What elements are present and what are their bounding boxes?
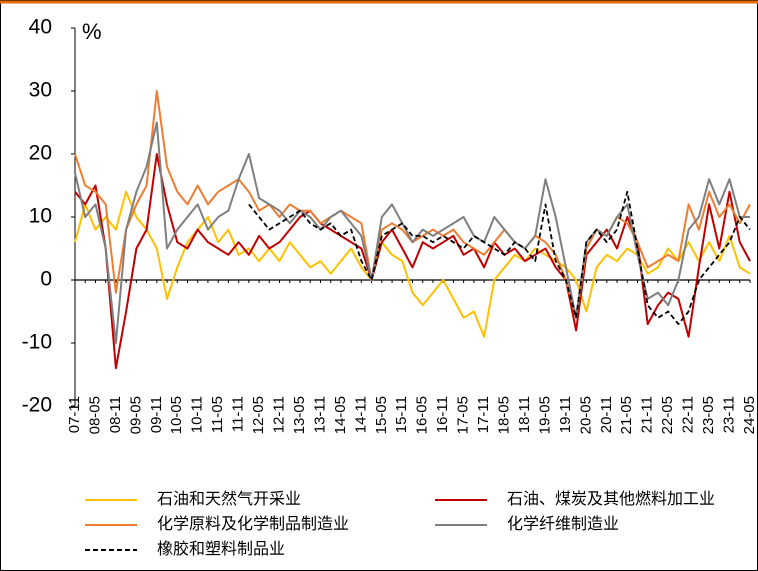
x-tick-label: 20-05 xyxy=(577,396,594,434)
x-tick-label: 14-05 xyxy=(332,396,349,434)
x-tick-label: 15-05 xyxy=(373,396,390,434)
x-tick-label: 18-11 xyxy=(516,396,533,433)
legend-label: 石油和天然气开采业 xyxy=(157,490,301,508)
x-tick-label: 13-11 xyxy=(311,396,328,433)
x-tick-label: 21-11 xyxy=(639,396,656,433)
x-tick-label: 16-05 xyxy=(414,396,431,434)
x-tick-label: 22-11 xyxy=(680,396,697,433)
x-tick-label: 24-05 xyxy=(741,396,758,434)
x-tick-label: 17-05 xyxy=(455,396,472,434)
x-tick-label: 09-11 xyxy=(148,396,165,433)
legend-label: 化学纤维制造业 xyxy=(507,515,619,533)
y-tick-label: 30 xyxy=(29,79,52,102)
x-tick-label: 10-11 xyxy=(189,396,206,433)
x-tick-label: 19-05 xyxy=(536,396,553,434)
x-tick-label: 16-11 xyxy=(434,396,451,433)
x-tick-label: 21-05 xyxy=(618,396,635,434)
x-tick-label: 10-05 xyxy=(168,396,185,434)
legend-label: 石油、煤炭及其他燃料加工业 xyxy=(507,490,715,508)
x-tick-label: 08-11 xyxy=(107,396,124,433)
x-tick-label: 09-05 xyxy=(127,396,144,434)
x-tick-label: 11-11 xyxy=(230,396,247,432)
y-tick-label: 10 xyxy=(29,205,52,228)
x-tick-label: 22-05 xyxy=(659,396,676,434)
x-tick-label: 14-11 xyxy=(352,396,369,433)
series-line xyxy=(248,190,751,325)
y-tick-label: 0 xyxy=(40,268,52,291)
legend-label: 化学原料及化学制品制造业 xyxy=(157,515,349,533)
x-tick-label: 11-05 xyxy=(209,396,226,433)
x-tick-label: 15-11 xyxy=(393,396,410,433)
y-tick-label: -20 xyxy=(22,394,52,417)
x-tick-label: 18-05 xyxy=(496,396,513,434)
x-tick-label: 12-11 xyxy=(271,396,288,433)
x-tick-label: 08-05 xyxy=(86,396,103,434)
x-tick-label: 19-11 xyxy=(557,396,574,433)
x-tick-label: 23-11 xyxy=(721,396,738,433)
legend-label: 橡胶和塑料制品业 xyxy=(157,540,285,558)
y-tick-label: 40 xyxy=(29,16,52,39)
y-tick-label: -10 xyxy=(22,331,52,354)
x-tick-label: 23-05 xyxy=(700,396,717,434)
x-tick-label: 13-05 xyxy=(291,396,308,434)
x-tick-label: 20-11 xyxy=(598,396,615,433)
y-tick-label: 20 xyxy=(29,142,52,165)
x-tick-label: 07-11 xyxy=(66,396,83,433)
y-unit: % xyxy=(82,19,102,44)
x-tick-label: 17-11 xyxy=(475,396,492,433)
series-line xyxy=(74,121,750,344)
x-tick-label: 12-05 xyxy=(250,396,267,434)
